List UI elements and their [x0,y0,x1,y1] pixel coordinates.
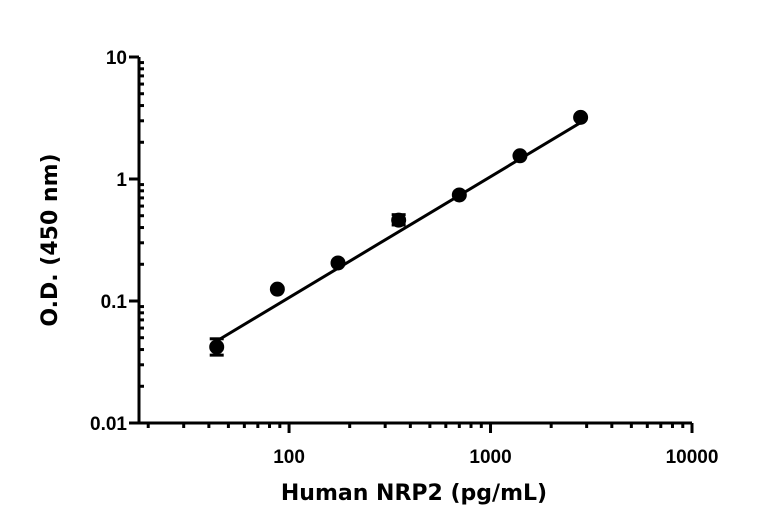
y-axis-title: O.D. (450 nm) [38,153,63,326]
x-tick-label: 10000 [666,447,719,468]
y-tick-label: 0.1 [101,292,128,313]
data-point [573,109,589,125]
x-tick-label: 1000 [469,447,511,468]
data-point [209,339,225,355]
x-tick-label: 100 [273,447,305,468]
y-tick-label: 1 [116,170,127,191]
data-point [391,212,407,228]
x-axis-title: Human NRP2 (pg/mL) [281,481,547,506]
y-tick-label: 10 [106,48,127,69]
data-point [330,255,346,271]
data-point [451,187,467,203]
y-axis: 0.01 0.1 1 10 [90,48,144,435]
data-points [209,109,589,357]
x-axis: 100 1000 10000 [129,421,719,468]
y-tick-label: 0.01 [90,414,127,435]
data-point [269,281,285,297]
data-point [512,148,528,164]
